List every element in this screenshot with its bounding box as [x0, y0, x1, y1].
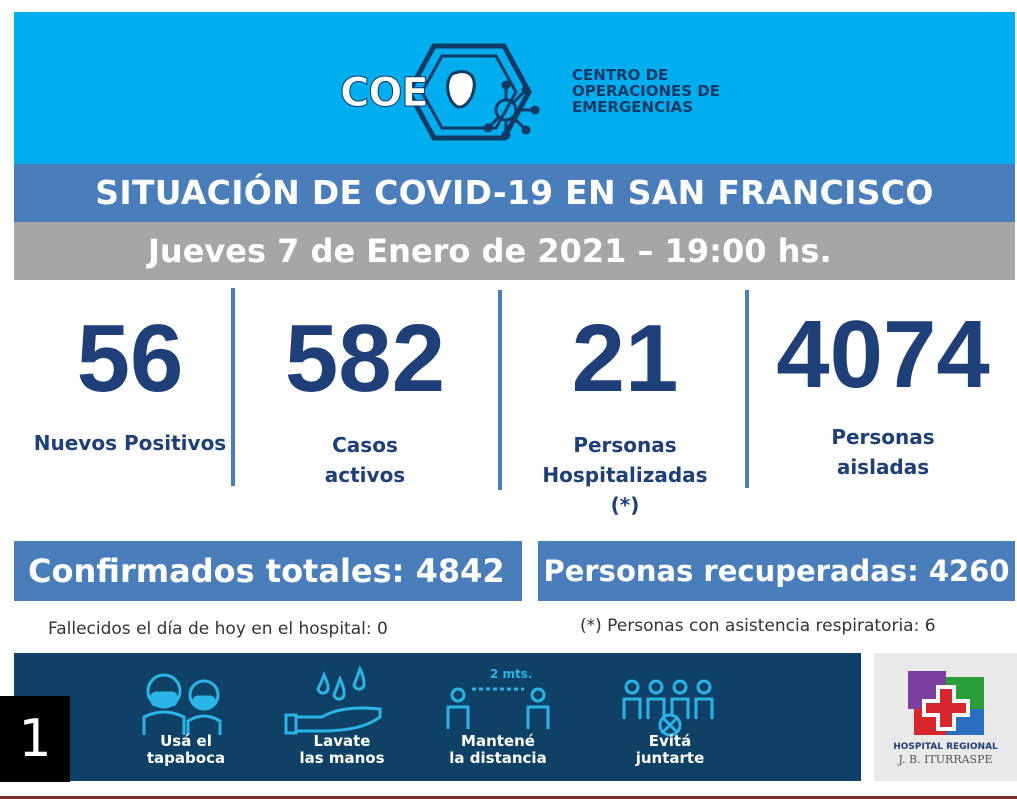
org-name-line1: CENTRO DE [572, 66, 669, 84]
org-name-line3: EMERGENCIAS [572, 98, 694, 116]
confirmed-total-box: Confirmados totales: 4842 [14, 541, 522, 601]
hospital-logo-box: HOSPITAL REGIONAL J. B. ITURRASPE [874, 653, 1017, 781]
hexagon-inner [420, 54, 518, 130]
tip-wash-line1: Lavate [313, 732, 371, 750]
page-title: SITUACIÓN DE COVID-19 EN SAN FRANCISCO [14, 164, 1015, 222]
stat-active-cases-label: Casos activos [240, 430, 490, 490]
stat-hospitalized-label-line2: Hospitalizadas [542, 463, 708, 487]
tip-distance-line2: la distancia [449, 749, 547, 767]
distance-badge: 2 mts. [490, 667, 533, 681]
org-name-line2: OPERACIONES DE [572, 82, 721, 100]
tip-mask-line2: tapaboca [146, 749, 226, 767]
coe-brand: COE [340, 70, 430, 117]
tip-mask-line1: Usá el [160, 732, 212, 750]
province-icon [446, 70, 476, 109]
stat-hospitalized-label: Personas Hospitalizadas (*) [505, 430, 745, 520]
hospital-name-line1: HOSPITAL REGIONAL [893, 742, 998, 752]
stat-isolated-label-line2: aisladas [836, 455, 930, 479]
stat-active-cases-value: 582 [284, 305, 446, 412]
tip-gathering-line1: Evitá [648, 732, 692, 750]
stat-new-positives-label: Nuevos Positivos [30, 428, 230, 458]
page-number-badge: 1 [0, 696, 70, 782]
date-text: Jueves 7 de Enero de 2021 – 19:00 hs. [148, 232, 832, 270]
prevention-footer: Usá el tapaboca Lavate las manos 2 mts. … [14, 653, 861, 781]
divider [498, 290, 502, 490]
stat-hospitalized-label-line1: Personas [573, 433, 677, 457]
stat-new-positives-value: 56 [76, 305, 184, 412]
stat-active-cases-label-line2: activos [324, 463, 406, 487]
stat-isolated-label: Personas aisladas [752, 422, 1014, 482]
coe-logo [406, 43, 540, 141]
no-gathering-icon [622, 679, 714, 737]
hospital-name-line2: J. B. ITURRASPE [898, 753, 993, 766]
tip-mask-label: Usá el tapaboca [116, 733, 256, 767]
stat-hospitalized-value: 21 [571, 305, 679, 412]
stat-isolated-label-line1: Personas [831, 425, 935, 449]
deaths-note: Fallecidos el día de hoy en el hospital:… [48, 619, 388, 639]
respiratory-note: (*) Personas con asistencia respiratoria… [580, 616, 936, 636]
tip-gathering-label: Evitá juntarte [600, 733, 740, 767]
bottom-divider [0, 796, 1017, 799]
date-bar: Jueves 7 de Enero de 2021 – 19:00 hs. [14, 222, 1015, 280]
org-name: CENTRO DE OPERACIONES DE EMERGENCIAS [572, 67, 720, 115]
stat-hospitalized-label-line3: (*) [610, 493, 640, 517]
divider [231, 288, 235, 486]
tip-wash-line2: las manos [299, 749, 385, 767]
tip-wash-label: Lavate las manos [272, 733, 412, 767]
stat-isolated-value: 4074 [776, 301, 990, 408]
face-mask-icon [142, 673, 222, 735]
tip-distance-line1: Mantené [461, 732, 535, 750]
tip-gathering-line2: juntarte [635, 749, 705, 767]
header-banner: COE CENTRO DE OPERACIONES DE EMERGENCIAS [14, 12, 1015, 164]
stat-new-positives-label-line1: Nuevos Positivos [33, 431, 227, 455]
recovered-total-box: Personas recuperadas: 4260 [538, 541, 1015, 601]
stat-active-cases-label-line1: Casos [332, 433, 398, 457]
tip-distance-label: Mantené la distancia [428, 733, 568, 767]
hand-wash-icon [284, 665, 382, 735]
social-distance-icon [446, 687, 550, 729]
divider [745, 290, 749, 488]
hospital-cross-logo [908, 671, 984, 735]
